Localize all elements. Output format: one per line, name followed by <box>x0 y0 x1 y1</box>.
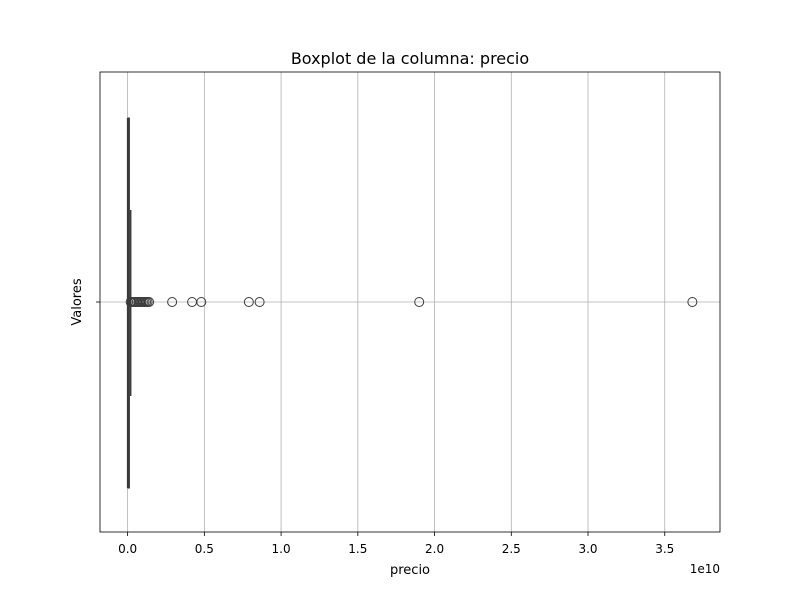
x-scale-offset-label: 1e10 <box>690 562 720 576</box>
y-axis-label: Valores <box>70 278 85 325</box>
x-tick-label: 3.5 <box>655 542 674 556</box>
outlier-point <box>196 297 207 307</box>
outlier-point <box>243 297 254 307</box>
x-tick-label: 2.0 <box>425 542 444 556</box>
x-tick-label: 1.0 <box>272 542 291 556</box>
x-tick-label: 0.5 <box>195 542 214 556</box>
chart-title: Boxplot de la columna: precio <box>291 49 529 68</box>
x-axis-label: precio <box>390 563 430 578</box>
x-tick-label: 2.5 <box>502 542 521 556</box>
grid-lines <box>100 72 720 532</box>
outlier-point <box>167 297 178 307</box>
outlier-point <box>144 297 155 307</box>
outlier-point <box>414 297 425 307</box>
x-tick-label: 0.0 <box>118 542 137 556</box>
x-tick-label: 3.0 <box>578 542 597 556</box>
outlier-point <box>687 297 698 307</box>
outlier-point <box>254 297 265 307</box>
x-tick-label: 1.5 <box>348 542 367 556</box>
outlier-points <box>125 297 698 307</box>
x-axis-ticks: 0.0 0.5 1.0 1.5 2.0 2.5 3.0 3.5 <box>118 532 674 556</box>
